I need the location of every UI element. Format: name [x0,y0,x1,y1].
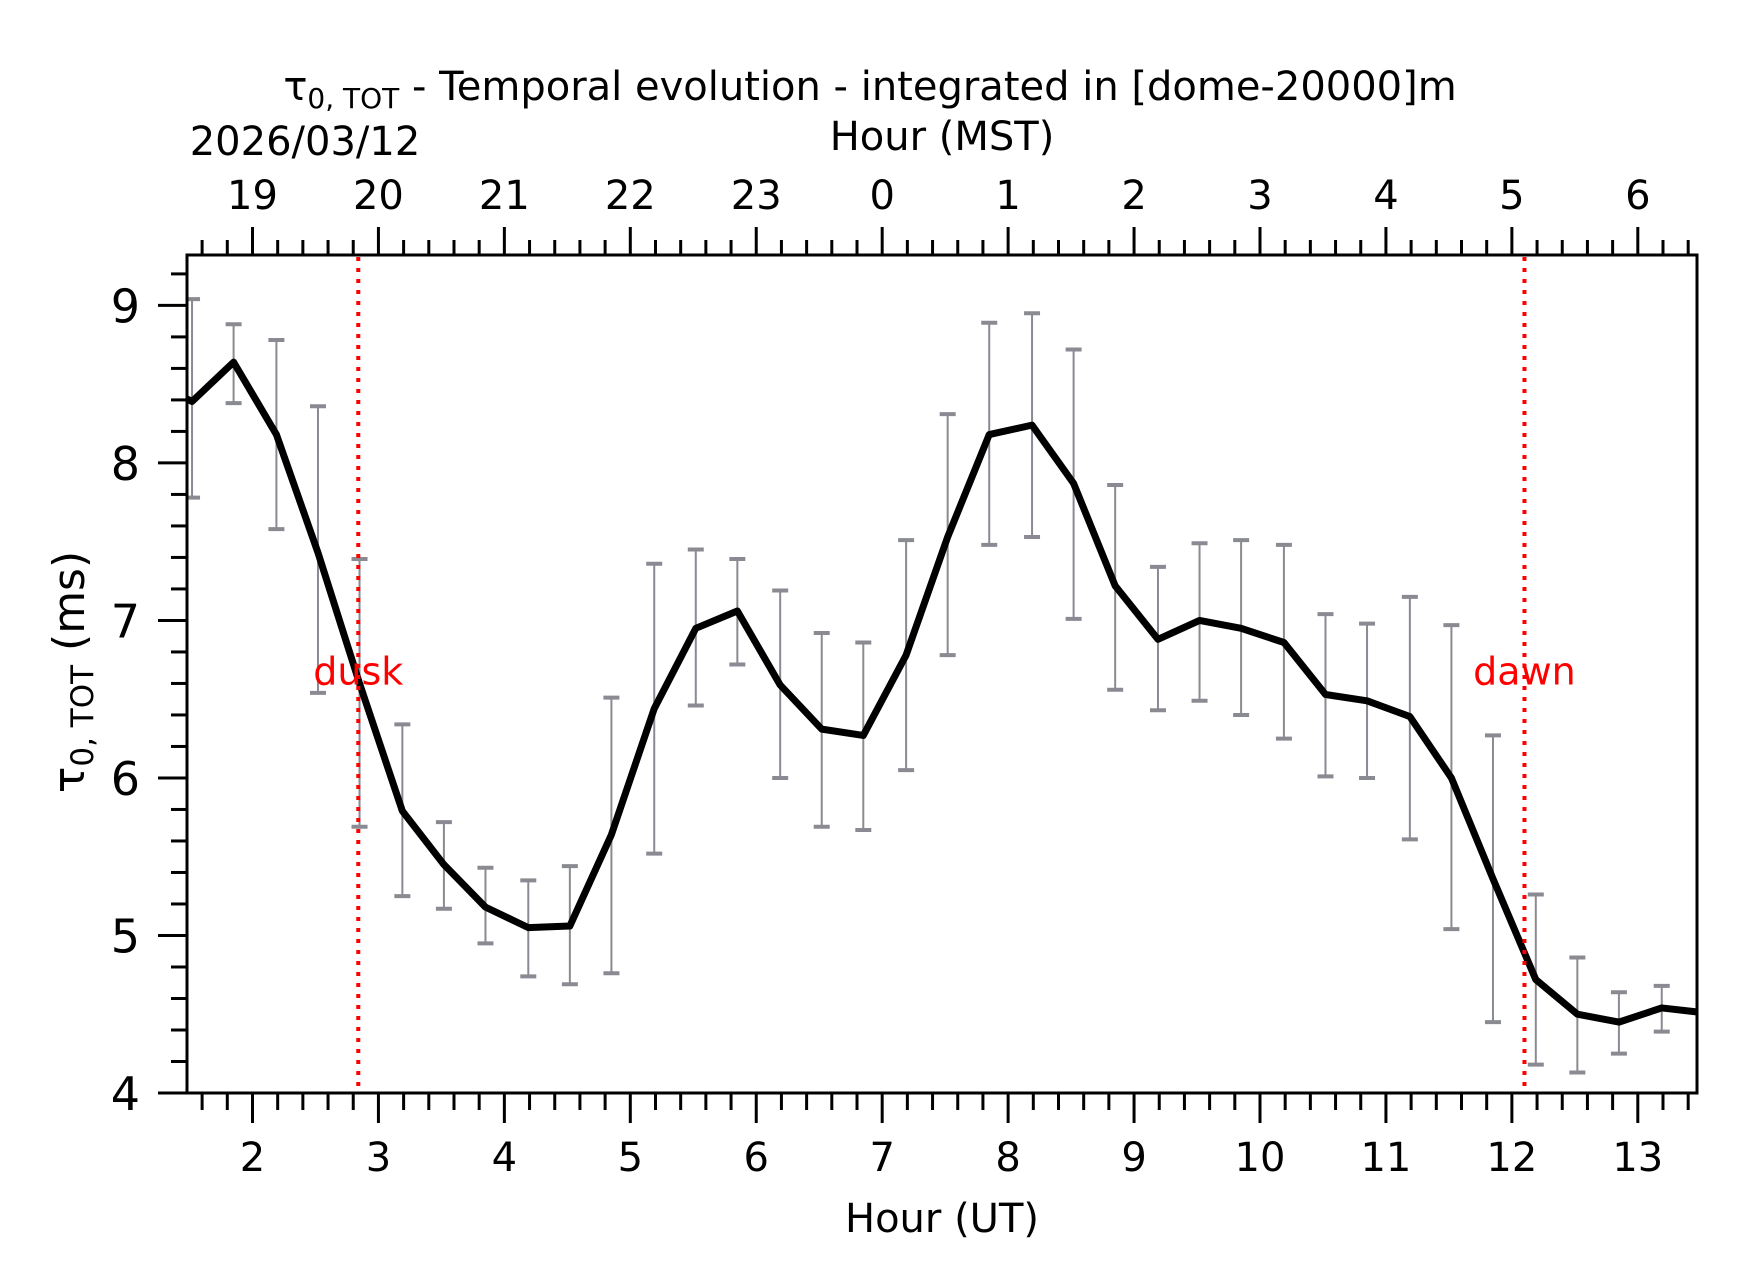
ylabel-rest: (ms) [44,551,95,665]
dawn-label: dawn [1473,649,1576,693]
x2-tick-label: 22 [605,173,656,219]
x-tick-label: 3 [366,1135,391,1181]
series-group [187,297,1697,1075]
title-symbol: τ [283,64,307,110]
x-tick-label: 9 [1121,1135,1146,1181]
x2-tick-label: 2 [1121,173,1146,219]
y-tick-label: 7 [111,594,140,648]
x2-axis-label: Hour (MST) [830,114,1055,160]
x-tick-label: 6 [744,1135,769,1181]
x-tick-label: 7 [869,1135,894,1181]
ylabel-symbol: τ [44,767,95,794]
y-tick-label: 5 [111,909,140,963]
plot-area: dusk dawn [187,257,1697,1091]
date-label: 2026/03/12 [190,119,421,165]
y-tick-label: 4 [111,1067,140,1121]
x-tick-label: 2 [240,1135,265,1181]
x2-tick-label: 0 [869,173,894,219]
x2-tick-label: 1 [995,173,1020,219]
x-tick-label: 10 [1235,1135,1286,1181]
title-subscript: 0, TOT [307,82,400,115]
chart-title: τ0, TOT - Temporal evolution - integrate… [283,64,1456,115]
dusk-label: dusk [313,649,403,693]
ylabel-subscript: 0, TOT [65,664,101,767]
x2-tick-label: 23 [731,173,782,219]
x-axis-label: Hour (UT) [845,1196,1039,1242]
x2-tick-label: 3 [1247,173,1272,219]
x2-tick-label: 19 [227,173,278,219]
x-tick-label: 8 [995,1135,1020,1181]
y-tick-label: 9 [111,279,140,333]
x2-tick-label: 4 [1373,173,1398,219]
y-axis-label: τ0, TOT (ms) [44,551,101,793]
y-tick-label: 6 [111,752,140,806]
x-tick-label: 4 [492,1135,517,1181]
title-rest: - Temporal evolution - integrated in [do… [399,64,1456,110]
x-tick-label: 13 [1612,1135,1663,1181]
y-tick-label: 8 [111,437,140,491]
x2-tick-label: 6 [1625,173,1650,219]
plot-frame [185,253,1699,1095]
x-tick-label: 5 [618,1135,643,1181]
x2-tick-label: 20 [353,173,404,219]
x2-tick-label: 5 [1499,173,1524,219]
x-tick-label: 11 [1360,1135,1411,1181]
series-line [187,358,1697,1026]
x2-tick-label: 21 [479,173,530,219]
x-tick-label: 12 [1486,1135,1537,1181]
